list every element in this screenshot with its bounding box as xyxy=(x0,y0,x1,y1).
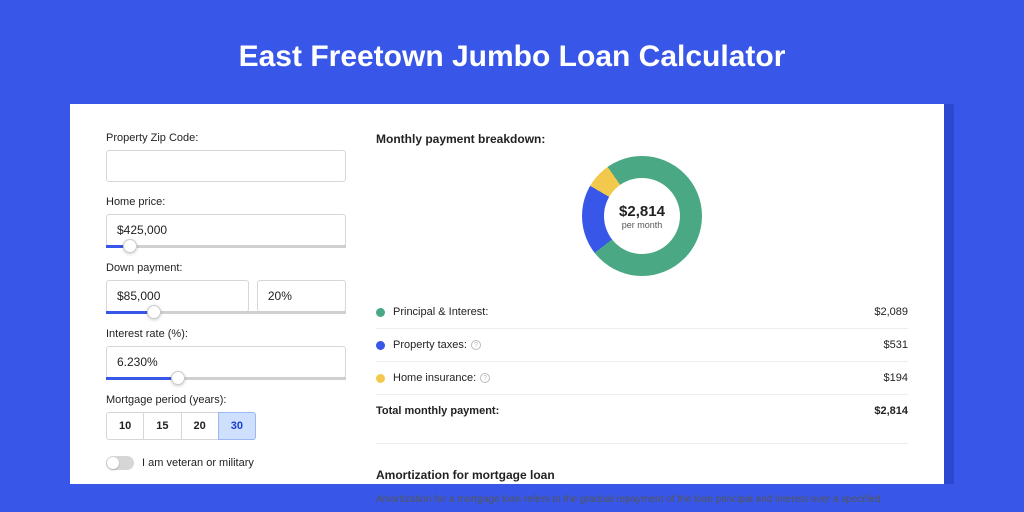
donut-center: $2,814 per month xyxy=(604,178,680,254)
legend-total-value: $2,814 xyxy=(874,405,908,417)
mortgage-period-buttons: 10152030 xyxy=(106,412,346,440)
legend-dot xyxy=(376,308,385,317)
legend-row: Property taxes:?$531 xyxy=(376,329,908,362)
mortgage-period-btn-15[interactable]: 15 xyxy=(143,412,181,440)
amortization-section: Amortization for mortgage loan Amortizat… xyxy=(376,443,908,507)
veteran-toggle[interactable] xyxy=(106,456,134,470)
page: East Freetown Jumbo Loan Calculator Prop… xyxy=(0,0,1024,484)
interest-rate-label: Interest rate (%): xyxy=(106,328,346,340)
breakdown-title: Monthly payment breakdown: xyxy=(376,132,908,146)
page-title: East Freetown Jumbo Loan Calculator xyxy=(40,40,984,74)
home-price-input[interactable] xyxy=(106,214,346,246)
down-payment-slider[interactable] xyxy=(106,311,346,314)
info-icon[interactable]: ? xyxy=(480,373,490,383)
home-price-label: Home price: xyxy=(106,196,346,208)
amortization-title: Amortization for mortgage loan xyxy=(376,468,908,482)
mortgage-period-btn-20[interactable]: 20 xyxy=(181,412,219,440)
legend-dot xyxy=(376,374,385,383)
down-payment-percent-input[interactable] xyxy=(257,280,346,312)
donut-chart: $2,814 per month xyxy=(582,156,702,276)
legend-row: Home insurance:?$194 xyxy=(376,362,908,395)
down-payment-amount-input[interactable] xyxy=(106,280,249,312)
legend-value: $2,089 xyxy=(874,306,908,318)
home-price-slider-thumb[interactable] xyxy=(123,239,137,253)
form-column: Property Zip Code: Home price: Down paym… xyxy=(106,132,346,484)
donut-chart-wrap: $2,814 per month xyxy=(376,156,908,276)
legend-value: $531 xyxy=(884,339,908,351)
veteran-toggle-row: I am veteran or military xyxy=(106,456,346,470)
amortization-body: Amortization for a mortgage loan refers … xyxy=(376,492,908,507)
interest-rate-input[interactable] xyxy=(106,346,346,378)
legend-label: Principal & Interest: xyxy=(393,306,874,318)
home-price-field-group: Home price: xyxy=(106,196,346,248)
down-payment-field-group: Down payment: xyxy=(106,262,346,314)
legend-dot xyxy=(376,341,385,350)
breakdown-column: Monthly payment breakdown: $2,814 per mo… xyxy=(376,132,908,484)
info-icon[interactable]: ? xyxy=(471,340,481,350)
down-payment-label: Down payment: xyxy=(106,262,346,274)
down-payment-slider-thumb[interactable] xyxy=(147,305,161,319)
mortgage-period-label: Mortgage period (years): xyxy=(106,394,346,406)
legend-row: Principal & Interest:$2,089 xyxy=(376,296,908,329)
legend-value: $194 xyxy=(884,372,908,384)
veteran-toggle-knob xyxy=(107,457,119,469)
donut-sub: per month xyxy=(622,220,663,230)
zip-label: Property Zip Code: xyxy=(106,132,346,144)
legend: Principal & Interest:$2,089Property taxe… xyxy=(376,296,908,395)
home-price-slider[interactable] xyxy=(106,245,346,248)
veteran-toggle-label: I am veteran or military xyxy=(142,457,254,469)
legend-label: Home insurance:? xyxy=(393,372,884,384)
mortgage-period-btn-30[interactable]: 30 xyxy=(218,412,256,440)
zip-input[interactable] xyxy=(106,150,346,182)
legend-total-row: Total monthly payment: $2,814 xyxy=(376,395,908,427)
legend-label: Property taxes:? xyxy=(393,339,884,351)
mortgage-period-field-group: Mortgage period (years): 10152030 xyxy=(106,394,346,440)
card-shadow: Property Zip Code: Home price: Down paym… xyxy=(70,104,954,484)
interest-rate-slider-thumb[interactable] xyxy=(171,371,185,385)
donut-amount: $2,814 xyxy=(619,203,665,220)
mortgage-period-btn-10[interactable]: 10 xyxy=(106,412,144,440)
legend-total-label: Total monthly payment: xyxy=(376,405,874,417)
interest-rate-slider[interactable] xyxy=(106,377,346,380)
calculator-card: Property Zip Code: Home price: Down paym… xyxy=(70,104,944,484)
interest-rate-field-group: Interest rate (%): xyxy=(106,328,346,380)
zip-field-group: Property Zip Code: xyxy=(106,132,346,182)
